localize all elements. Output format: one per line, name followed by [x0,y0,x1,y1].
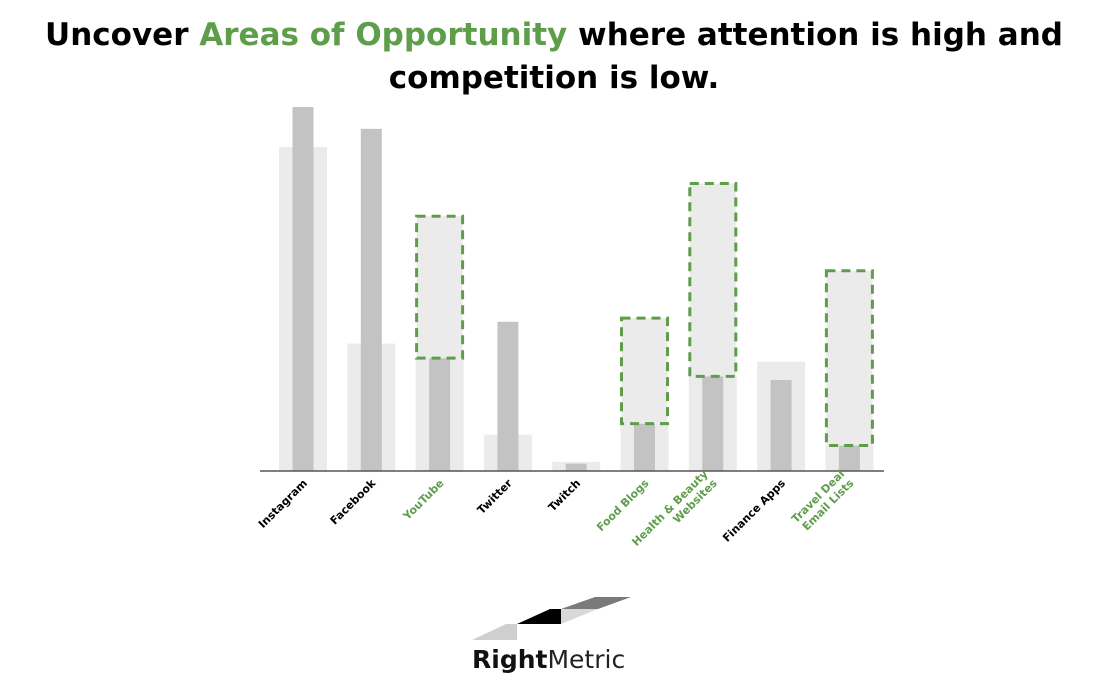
competition-bar [360,128,382,471]
category-label: YouTube [400,477,447,524]
category-label: Travel DealEmail Lists [789,467,857,535]
opportunity-gap-box [415,214,465,360]
title-highlight: Areas of Opportunity [199,17,568,53]
title-line-2: competition is low. [388,60,720,96]
brand-regular: Metric [547,645,626,674]
title-line-1: Uncover Areas of Opportunity where atten… [0,14,1108,57]
category-label: Twitter [475,476,515,516]
category-label: Instagram [256,477,310,531]
rightmetric-logo-icon [472,597,631,640]
category-label: Finance Apps [720,476,788,544]
competition-bar [702,376,724,471]
title-prefix: Uncover [45,17,200,53]
brand-wordmark: RightMetric [472,640,625,680]
competition-bar [292,107,314,471]
category-label: Twitch [546,477,583,514]
opportunity-gap-box [824,269,874,448]
opportunity-gap-box [688,181,738,378]
competition-bar [429,358,451,471]
opportunity-gap-box [620,316,669,426]
chart-title: Uncover Areas of Opportunity where atten… [0,14,1108,100]
opportunity-chart: Instagram Facebook YouTube Twitter Twitch Foo… [256,107,884,549]
title-suffix: where attention is high and [567,17,1063,53]
competition-bar [497,321,519,471]
competition-bar [565,463,587,471]
competition-bar [634,423,655,471]
brand-bold: Right [472,645,548,674]
category-label: Facebook [328,476,379,527]
competition-bar [770,380,792,471]
competition-bar [838,445,860,471]
